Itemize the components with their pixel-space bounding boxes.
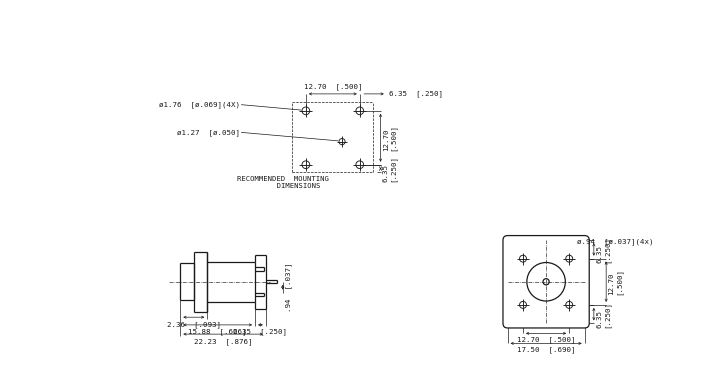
Text: .94  [.037]: .94 [.037]	[285, 262, 292, 312]
Text: 15.88  [.626]: 15.88 [.626]	[189, 329, 247, 335]
Text: 6.35  [.250]: 6.35 [.250]	[233, 329, 287, 335]
Text: 17.50  [.690]: 17.50 [.690]	[517, 346, 575, 353]
Text: 6.35
[.250]: 6.35 [.250]	[596, 301, 610, 328]
Text: RECOMMENDED  MOUNTING
       DIMENSIONS: RECOMMENDED MOUNTING DIMENSIONS	[237, 176, 329, 189]
FancyBboxPatch shape	[503, 235, 589, 328]
Text: 12.70  [.500]: 12.70 [.500]	[517, 336, 575, 343]
Text: 12.70
[.500]: 12.70 [.500]	[608, 268, 622, 295]
Text: 12.70  [.500]: 12.70 [.500]	[304, 83, 362, 90]
Text: 6.35
[.250]: 6.35 [.250]	[383, 155, 397, 182]
Text: 6.35  [.250]: 6.35 [.250]	[389, 90, 443, 97]
Text: 2.36  [.093]: 2.36 [.093]	[167, 321, 221, 328]
Text: 22.23  [.876]: 22.23 [.876]	[194, 338, 252, 345]
Text: 6.35
[.250]: 6.35 [.250]	[596, 236, 610, 263]
Text: ø1.27  [ø.050]: ø1.27 [ø.050]	[177, 129, 240, 136]
Text: ø.94  [ø.037](4x): ø.94 [ø.037](4x)	[577, 238, 654, 245]
Text: ø1.76  [ø.069](4X): ø1.76 [ø.069](4X)	[159, 101, 240, 108]
Text: 12.70
[.500]: 12.70 [.500]	[383, 124, 397, 151]
